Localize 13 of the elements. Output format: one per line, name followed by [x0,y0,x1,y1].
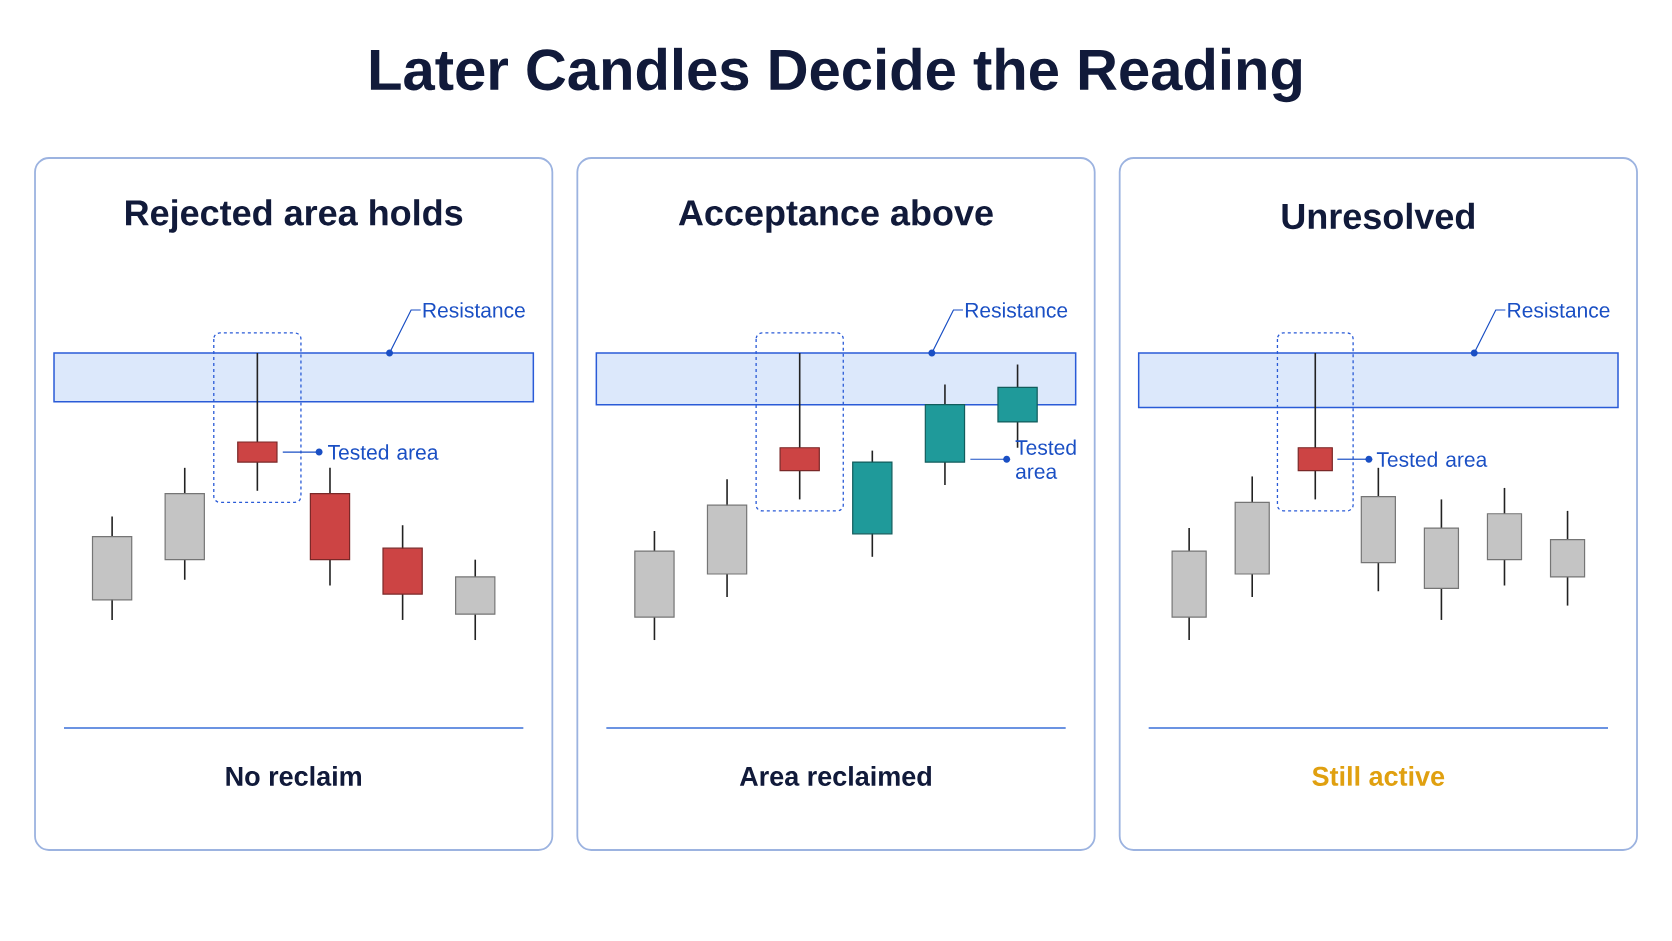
band-label: Resistance [423,302,525,318]
annotation: Tested area [328,444,439,460]
band-label: Resistance [1508,302,1610,318]
chart-title: Acceptance above [678,199,993,233]
text: Still active [1312,766,1445,786]
band-label: Resistance [965,302,1068,318]
text: No reclaim [226,766,361,786]
text: Area reclaimed [739,766,931,786]
annotation: Tested area [1015,439,1076,479]
text: Later Candles Decide the Reading [370,47,1302,103]
chart-title: Rejected area holds [126,199,463,233]
chart-title: Unresolved [1282,202,1474,230]
annotation: Tested area [1376,451,1488,467]
